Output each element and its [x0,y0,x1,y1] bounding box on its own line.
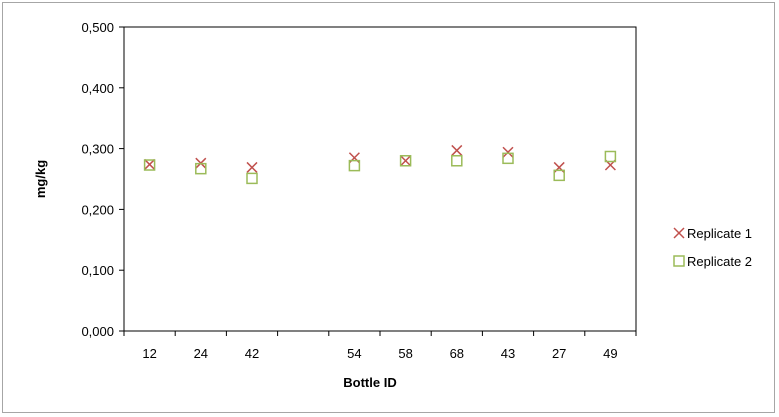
x-tick-label: 27 [552,346,566,361]
y-tick-label: 0,300 [81,142,114,157]
legend-label: Replicate 2 [687,254,752,269]
y-axis-title: mg/kg [33,160,48,198]
data-point-2 [246,172,258,185]
x-tick-label: 58 [398,346,412,361]
legend-marker-1 [673,227,685,239]
legend: Replicate 1 Replicate 2 [673,226,752,269]
x-tick-label: 24 [194,346,208,361]
chart-frame: 0,000 0,100 0,200 0,300 0,400 0,500 12 24 42 54 5… [2,2,775,413]
data-point-2 [399,155,412,167]
x-tick-label: 12 [142,346,156,361]
x-axis-title: Bottle ID [343,375,396,390]
plot-area [123,26,637,332]
data-point-2 [451,155,463,167]
data-point-2 [604,150,617,163]
data-points [143,144,617,185]
data-point-2 [502,152,514,165]
data-point-2 [348,159,361,172]
x-tick-label: 54 [347,346,361,361]
data-point-1 [400,155,412,167]
data-point-1 [144,158,156,170]
y-tick-label: 0,100 [81,263,114,278]
data-point-1 [502,146,514,158]
data-point-1 [246,161,258,173]
y-tick-label: 0,500 [81,20,114,35]
data-point-2 [553,169,565,182]
x-tick-label: 49 [603,346,617,361]
legend-marker-2 [673,255,685,267]
y-tick-label: 0,400 [81,81,114,96]
x-tick-label: 43 [501,346,515,361]
legend-label: Replicate 1 [687,226,752,241]
y-tick-label: 0,200 [81,202,114,217]
x-tick-label: 42 [245,346,259,361]
x-tick-label: 68 [450,346,464,361]
data-point-2 [195,162,207,175]
y-axis: 0,000 0,100 0,200 0,300 0,400 0,500 [81,20,124,339]
data-point-2 [143,159,156,171]
y-tick-label: 0,000 [81,324,114,339]
scatter-chart: 0,000 0,100 0,200 0,300 0,400 0,500 12 24 42 54 5… [33,20,752,390]
data-point-1 [451,144,463,156]
x-axis: 12 24 42 54 58 68 43 27 49 [123,331,637,361]
